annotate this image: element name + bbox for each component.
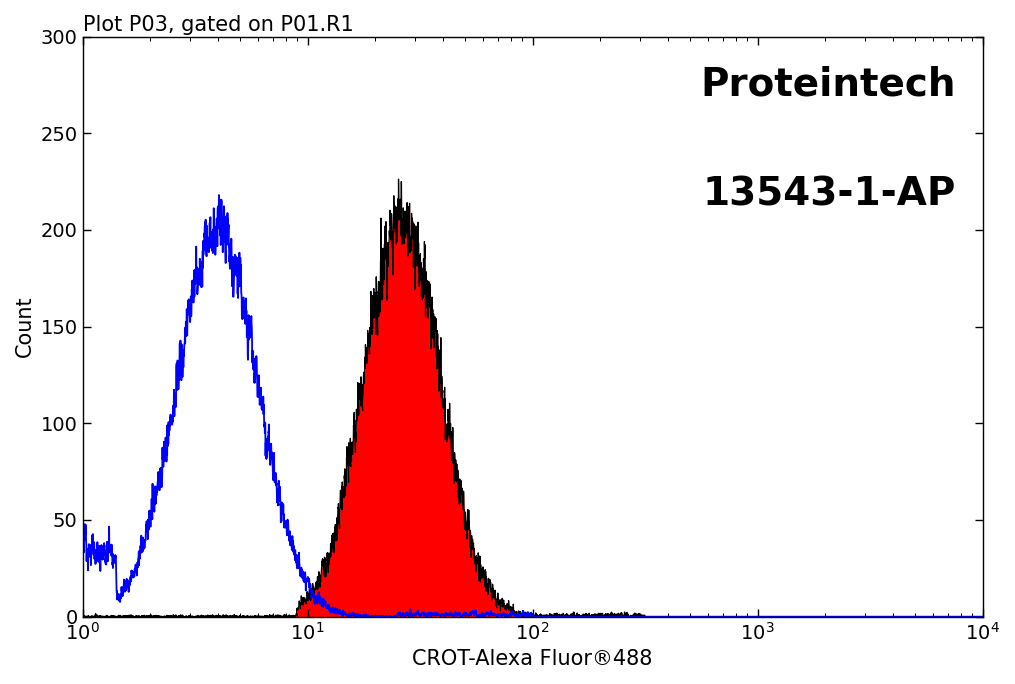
Text: Plot P03, gated on P01.R1: Plot P03, gated on P01.R1 bbox=[82, 15, 353, 35]
Y-axis label: Count: Count bbox=[15, 295, 35, 358]
Text: 13543-1-AP: 13543-1-AP bbox=[702, 176, 955, 214]
Text: Proteintech: Proteintech bbox=[700, 66, 955, 103]
X-axis label: CROT-Alexa Fluor®488: CROT-Alexa Fluor®488 bbox=[412, 649, 653, 669]
